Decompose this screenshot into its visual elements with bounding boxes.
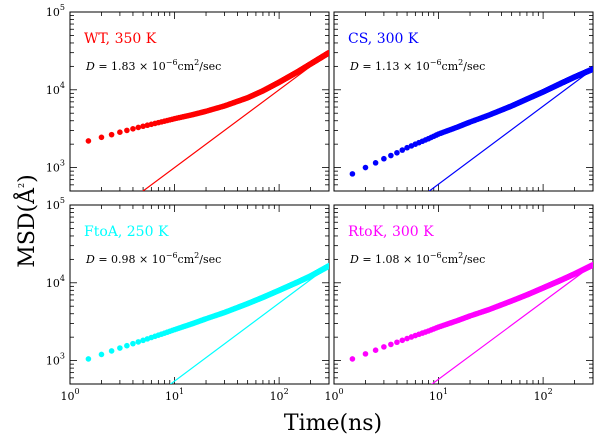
data-point (169, 116, 176, 123)
data-point (433, 132, 440, 138)
data-point (326, 263, 329, 269)
data-point (590, 66, 593, 72)
y-tick-label: 105 (46, 3, 65, 19)
data-point (144, 122, 151, 129)
svg-text:MSD(Å2): MSD(Å2) (12, 174, 40, 267)
x-tick-label: 102 (270, 387, 289, 403)
data-point (144, 336, 151, 342)
data-point (388, 341, 394, 348)
ticks (333, 204, 594, 385)
data-point (408, 334, 415, 340)
data-point (158, 119, 165, 125)
fit-line (431, 264, 593, 384)
diffusion-coefficient-label: D = 1.08 × 10−6cm2/sec (349, 251, 485, 266)
data-point (326, 49, 329, 56)
panel-label: CS, 300 K (348, 31, 419, 47)
data-point (124, 342, 130, 349)
y-axis-title: MSD(Å2) (12, 174, 40, 267)
x-tick-label: 100 (324, 387, 343, 403)
ticks (69, 204, 330, 385)
data-point (372, 160, 379, 166)
panel-label: FtoA, 250 K (84, 224, 169, 240)
data-point (362, 351, 369, 357)
data-point (117, 345, 123, 351)
data-point (140, 337, 146, 344)
fit-line (169, 265, 329, 384)
ticks (69, 11, 330, 192)
plot-area (349, 66, 593, 191)
diffusion-coefficient-label: D = 1.13 × 10−6cm2/sec (349, 58, 485, 73)
panel-label: RtoK, 300 K (348, 224, 434, 240)
y-tick-label: 103 (46, 352, 65, 368)
y-tick-label: 105 (46, 196, 65, 212)
x-axis-title: Time(ns) (284, 411, 382, 436)
data-point (85, 356, 92, 362)
y-tick-label: 104 (46, 81, 65, 97)
ticks (333, 11, 594, 192)
data-point (140, 123, 146, 130)
panel-label: WT, 350 K (84, 31, 157, 47)
panel-top-right: CS, 300 K D = 1.13 × 10−6cm2/sec (333, 11, 594, 192)
data-point (381, 155, 387, 162)
data-point (372, 347, 379, 353)
panel-bottom-right: 100 101 102 RtoK, 300 K D = 1.08 × 10−6cm2/s… (324, 204, 594, 403)
data-point (130, 340, 136, 347)
data-point (590, 262, 593, 268)
data-point (169, 327, 176, 334)
data-point (124, 127, 130, 134)
fit-line (142, 52, 329, 191)
data-point (135, 124, 142, 131)
x-tick-label: 100 (60, 387, 79, 403)
plot-area (349, 262, 593, 384)
data-point (399, 337, 406, 344)
x-tick-label: 102 (534, 387, 553, 403)
plot-area (85, 49, 329, 191)
data-point (108, 131, 115, 138)
data-point (108, 348, 115, 354)
data-point (98, 351, 105, 358)
diffusion-coefficient-label: D = 0.98 × 10−6cm2/sec (85, 251, 221, 266)
y-tick-label: 104 (46, 274, 65, 290)
data-point (394, 339, 400, 346)
data-point (404, 144, 410, 151)
data-point (408, 143, 415, 149)
data-point (117, 129, 123, 135)
data-point (98, 134, 105, 141)
data-point (158, 331, 165, 337)
plot-area (85, 263, 329, 384)
data-point (433, 325, 440, 331)
data-point (422, 329, 429, 335)
data-point (130, 126, 136, 132)
data-point (135, 339, 142, 345)
data-point (85, 138, 92, 144)
data-point (381, 344, 387, 350)
fit-line (428, 68, 593, 191)
x-tick-label: 101 (165, 387, 184, 403)
data-point (362, 164, 369, 171)
data-point (349, 356, 356, 362)
data-point (349, 171, 356, 177)
y-tick-label: 103 (46, 159, 65, 175)
data-point (394, 149, 400, 156)
data-point (388, 152, 394, 159)
diffusion-coefficient-label: D = 1.83 × 10−6cm2/sec (85, 58, 221, 73)
data-point (404, 335, 410, 342)
x-tick-label: 101 (429, 387, 448, 403)
panel-top-left: 103 104 105 WT, 350 K D = 1.83 × 10−6cm2/sec (46, 3, 330, 192)
panel-bottom-left: 100 101 102 103 104 105 FtoA, 250 K D = 0.98 × … (46, 196, 330, 403)
data-point (399, 147, 406, 153)
panels: 103 104 105 WT, 350 K D = 1.83 × 10−6cm2/sec… (46, 3, 594, 403)
data-point (422, 137, 429, 143)
